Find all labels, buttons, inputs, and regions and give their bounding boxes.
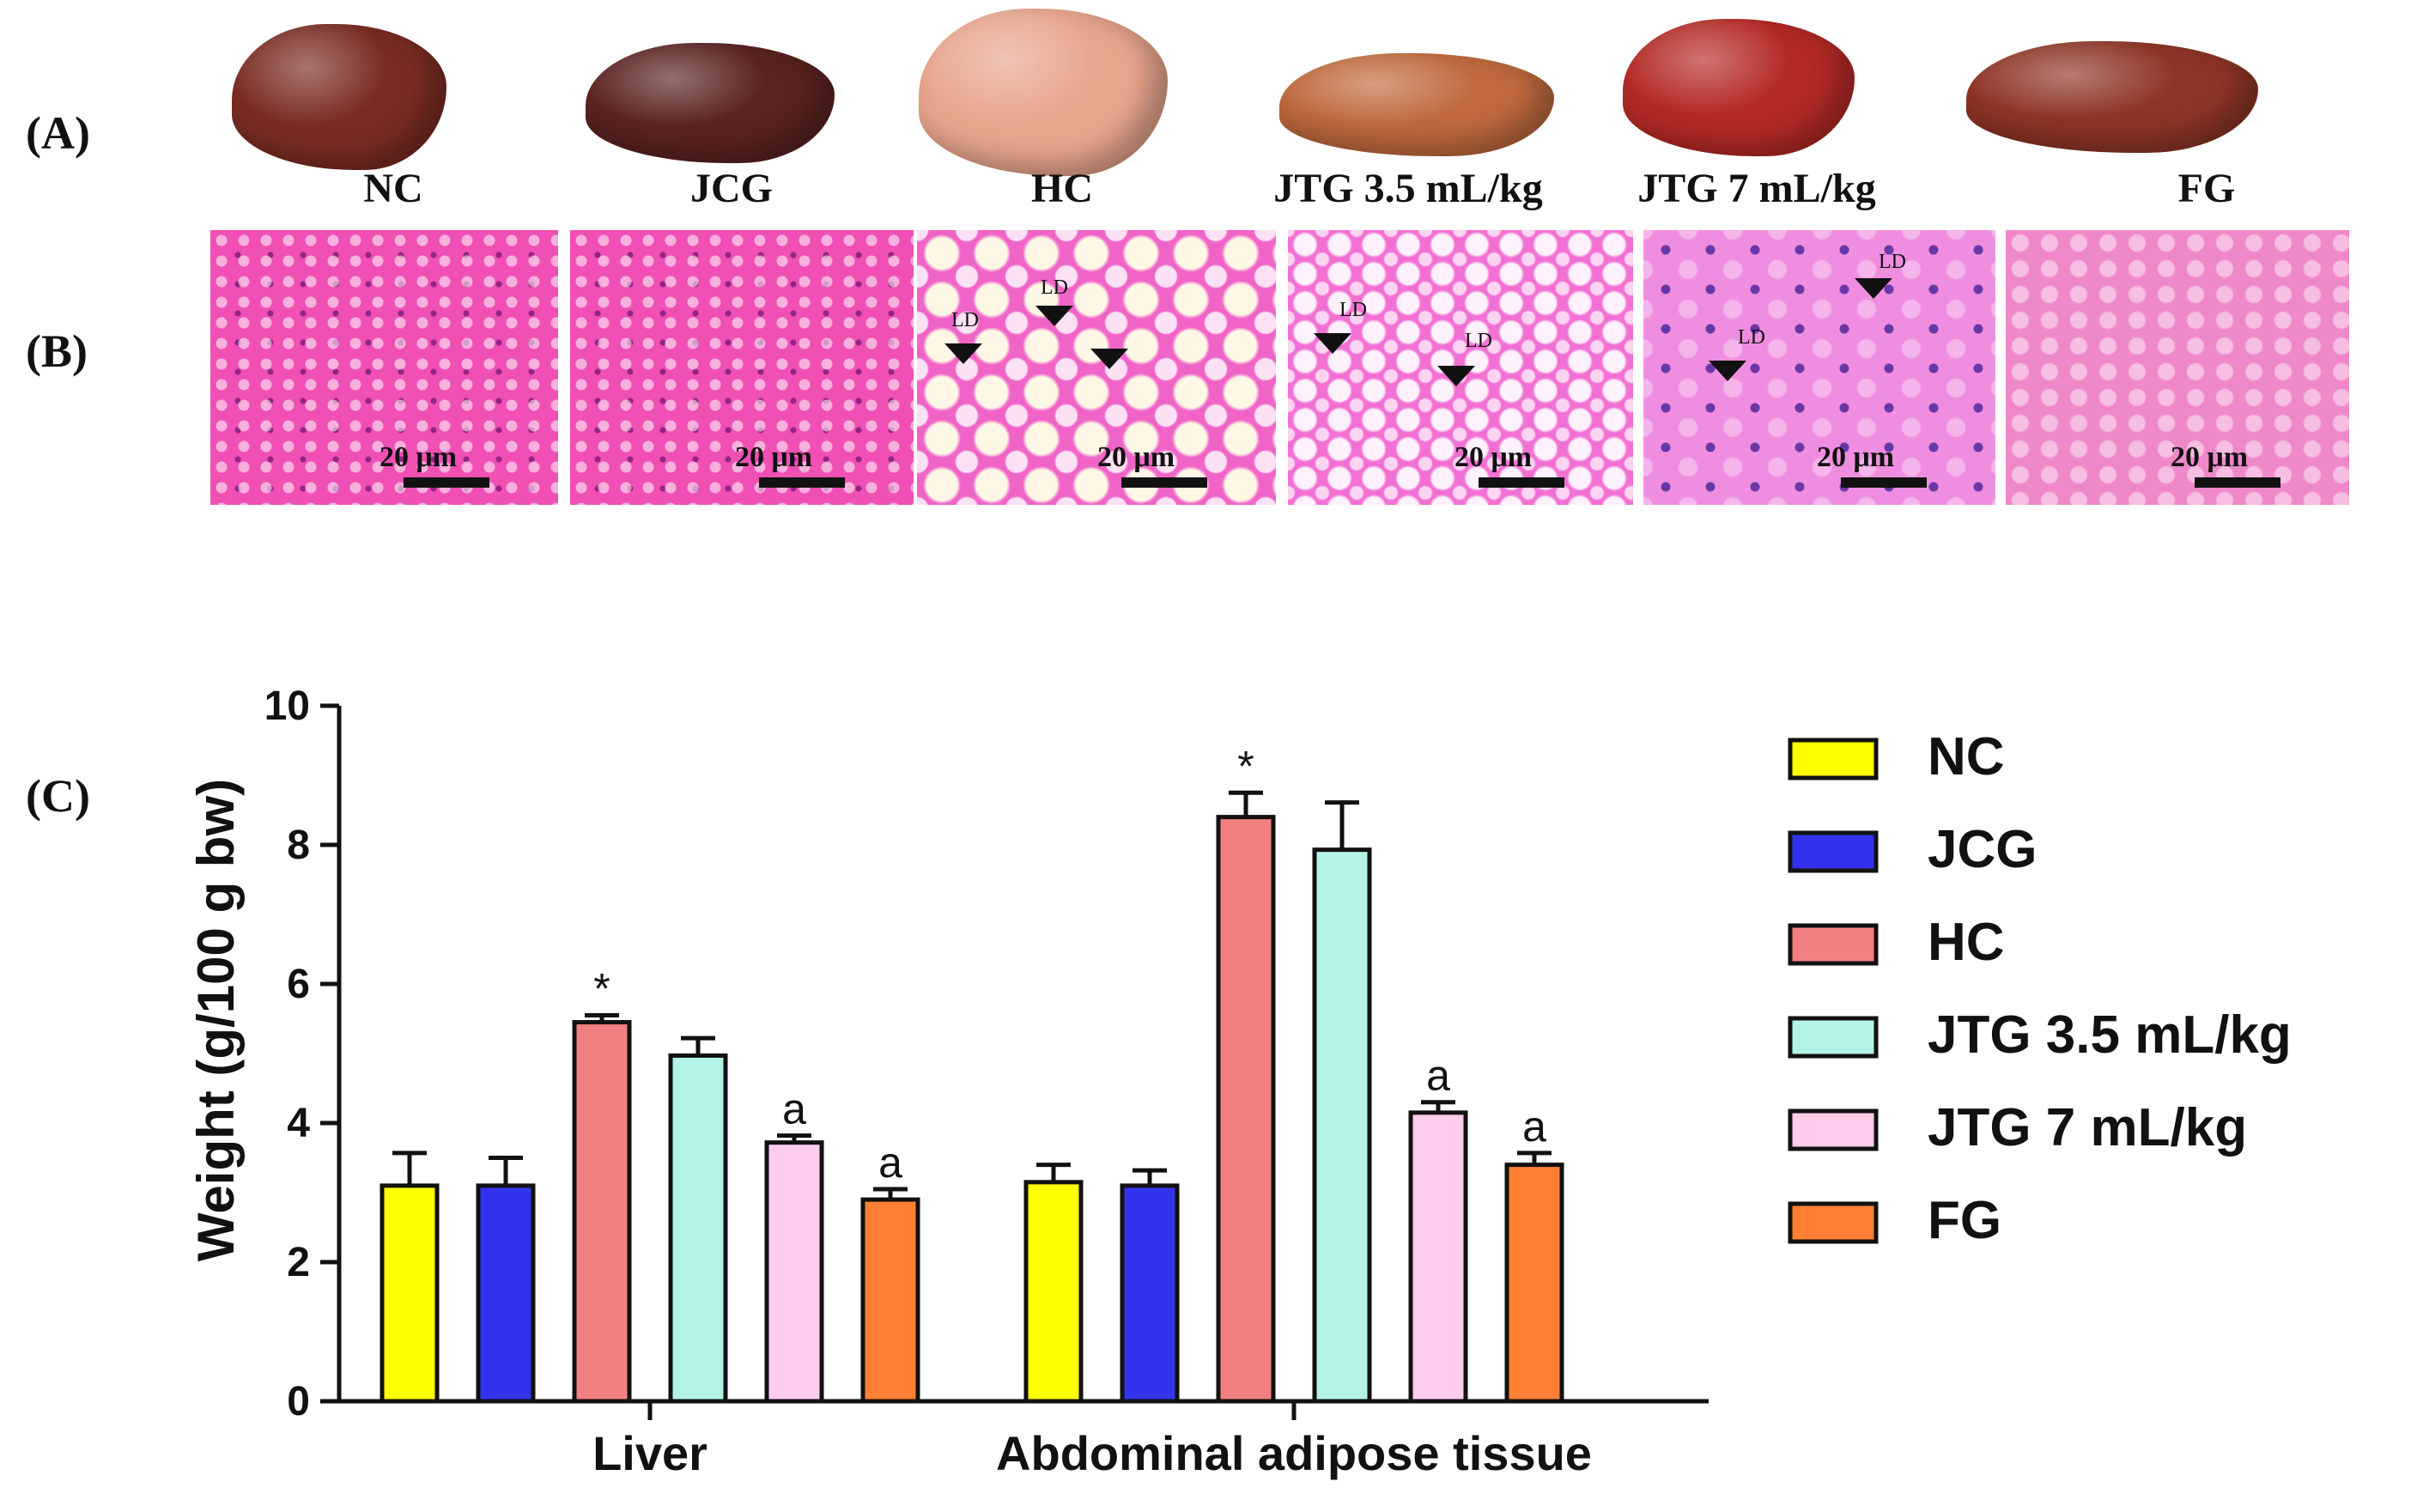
lipid-droplet-label: LD (1738, 326, 1765, 349)
scale-bar (1121, 477, 1207, 488)
y-tick-label: 0 (287, 1379, 310, 1424)
legend-swatch (1788, 738, 1879, 780)
organ-label: NC (363, 166, 423, 211)
bar-jtg-7-ml-kg-abdominal-adipose-tissue (1408, 1110, 1468, 1404)
x-tick-label: Liver (592, 1426, 707, 1480)
legend-label: JTG 3.5 mL/kg (1928, 1005, 2292, 1065)
scale-bar (1479, 477, 1564, 488)
y-tick-label: 10 (264, 683, 310, 729)
significance-marker: * (593, 964, 610, 1012)
organ-label: JTG 3.5 mL/kg (1273, 166, 1543, 211)
organ-label: FG (2177, 166, 2236, 211)
y-tick-label: 2 (287, 1240, 310, 1285)
lipid-droplet-label: LD (1041, 276, 1068, 299)
legend-swatch (1788, 1201, 1879, 1244)
organ-photo-jtg-7-ml-kg (1623, 19, 1855, 156)
legend-label: FG (1928, 1191, 2001, 1250)
organ-label: HC (1031, 166, 1093, 211)
legend-label: JCG (1928, 820, 2037, 879)
lipid-droplet-label: LD (1465, 330, 1492, 352)
organ-label: JCG (690, 166, 773, 211)
scale-label: 20 μm (1097, 441, 1175, 473)
legend-label: JTG 7 mL/kg (1928, 1098, 2247, 1157)
organ-photo-jtg-3-5-ml-kg (1279, 53, 1554, 156)
scale-bar (759, 477, 845, 488)
legend-label: HC (1928, 913, 2005, 972)
lipid-droplet-label: LD (1879, 251, 1906, 273)
significance-marker: a (1522, 1102, 1546, 1151)
organ-photo-fg (1966, 41, 2258, 153)
organ-photo-hc (919, 9, 1168, 176)
scale-label: 20 μm (735, 441, 813, 473)
lipid-droplet-arrow (1035, 306, 1073, 326)
bar-jtg-3-5-ml-kg-abdominal-adipose-tissue (1312, 847, 1372, 1404)
bar-jcg-liver (476, 1183, 536, 1404)
lipid-droplet-arrow (1709, 361, 1746, 381)
legend-swatch (1788, 923, 1879, 966)
y-tick-label: 8 (287, 823, 310, 868)
significance-marker: a (782, 1085, 806, 1133)
lipid-droplet-arrow (1314, 333, 1351, 354)
organ-photo-nc (232, 24, 446, 170)
lipid-droplet-arrow (1437, 366, 1475, 386)
legend-swatch (1788, 1016, 1879, 1059)
bar-nc-abdominal-adipose-tissue (1023, 1180, 1084, 1404)
bar-jcg-abdominal-adipose-tissue (1120, 1183, 1180, 1404)
scale-bar (2195, 477, 2280, 488)
scale-bar (404, 477, 489, 488)
legend-swatch (1788, 1108, 1879, 1151)
histology-image (210, 230, 558, 505)
scale-label: 20 μm (1817, 441, 1895, 473)
lipid-droplet-arrow (1090, 349, 1128, 369)
bar-jtg-7-ml-kg-liver (764, 1140, 824, 1404)
y-tick-label: 6 (287, 962, 310, 1007)
scale-bar (1841, 477, 1927, 488)
lipid-droplet-arrow (944, 343, 982, 364)
bar-nc-liver (380, 1183, 440, 1404)
bar-hc-liver (572, 1020, 632, 1404)
lipid-droplet-label: LD (1339, 299, 1367, 321)
organ-label: JTG 7 mL/kg (1637, 166, 1876, 211)
panel-label-b: (B) (26, 325, 88, 377)
panel-label-a: (A) (26, 107, 90, 159)
significance-marker: a (878, 1139, 902, 1187)
legend-swatch (1788, 830, 1879, 873)
significance-marker: * (1237, 742, 1254, 790)
bar-fg-liver (860, 1197, 920, 1404)
histology-image (2006, 230, 2349, 505)
scale-label: 20 μm (2171, 441, 2249, 473)
organ-photo-jcg (586, 43, 835, 163)
bar-fg-abdominal-adipose-tissue (1504, 1163, 1564, 1404)
histology-image (570, 230, 914, 505)
panel-label-c: (C) (26, 770, 90, 822)
y-tick-label: 4 (287, 1101, 310, 1146)
y-axis-label: Weight (g/100 g bw) (187, 779, 245, 1261)
x-tick-label: Abdominal adipose tissue (996, 1426, 1592, 1480)
histology-image (1643, 230, 1995, 505)
lipid-droplet-label: LD (951, 309, 979, 331)
scale-label: 20 μm (1454, 441, 1533, 473)
scale-label: 20 μm (380, 441, 458, 473)
legend-label: NC (1928, 727, 2005, 786)
bar-jtg-3-5-ml-kg-liver (668, 1053, 728, 1404)
lipid-droplet-arrow (1855, 278, 1892, 299)
significance-marker: a (1426, 1052, 1450, 1100)
bar-hc-abdominal-adipose-tissue (1216, 815, 1276, 1404)
